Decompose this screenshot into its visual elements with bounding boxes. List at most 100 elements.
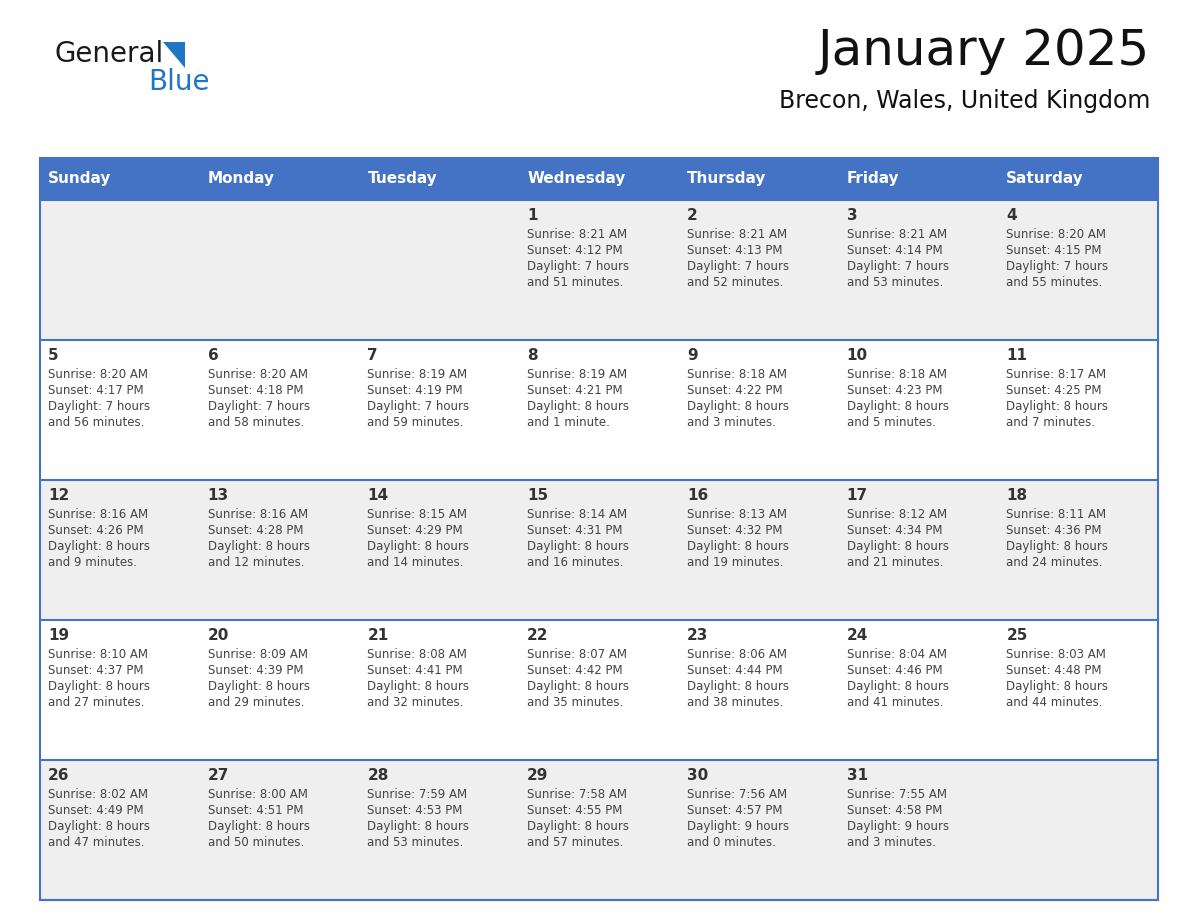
Text: Sunset: 4:46 PM: Sunset: 4:46 PM [847,664,942,677]
Text: Sunrise: 8:07 AM: Sunrise: 8:07 AM [527,648,627,661]
Text: Daylight: 8 hours: Daylight: 8 hours [847,680,948,693]
Text: Daylight: 9 hours: Daylight: 9 hours [847,820,949,833]
Text: and 19 minutes.: and 19 minutes. [687,556,783,569]
Text: and 53 minutes.: and 53 minutes. [847,276,943,289]
Bar [40,340,1158,480]
Text: Sunset: 4:26 PM: Sunset: 4:26 PM [48,524,144,537]
Text: and 21 minutes.: and 21 minutes. [847,556,943,569]
Text: Daylight: 8 hours: Daylight: 8 hours [527,540,630,553]
Text: 13: 13 [208,488,229,503]
Text: Wednesday: Wednesday [527,172,626,186]
Text: Sunset: 4:39 PM: Sunset: 4:39 PM [208,664,303,677]
Text: Sunrise: 8:19 AM: Sunrise: 8:19 AM [527,368,627,381]
Text: Daylight: 8 hours: Daylight: 8 hours [208,540,310,553]
Text: Sunrise: 8:10 AM: Sunrise: 8:10 AM [48,648,148,661]
Text: 21: 21 [367,628,388,643]
Text: 5: 5 [48,348,58,363]
Text: Sunrise: 7:55 AM: Sunrise: 7:55 AM [847,788,947,801]
Text: and 16 minutes.: and 16 minutes. [527,556,624,569]
Text: Daylight: 8 hours: Daylight: 8 hours [1006,680,1108,693]
Text: Daylight: 7 hours: Daylight: 7 hours [687,260,789,273]
Text: Sunset: 4:48 PM: Sunset: 4:48 PM [1006,664,1101,677]
Text: Sunday: Sunday [48,172,112,186]
Bar [40,620,1158,760]
Text: and 44 minutes.: and 44 minutes. [1006,696,1102,709]
Text: 29: 29 [527,768,549,783]
Text: Sunset: 4:41 PM: Sunset: 4:41 PM [367,664,463,677]
Text: Sunrise: 8:04 AM: Sunrise: 8:04 AM [847,648,947,661]
Text: Daylight: 7 hours: Daylight: 7 hours [367,400,469,413]
Bar [40,158,1158,900]
Text: and 47 minutes.: and 47 minutes. [48,836,145,849]
Text: and 7 minutes.: and 7 minutes. [1006,416,1095,429]
Text: Sunset: 4:25 PM: Sunset: 4:25 PM [1006,384,1101,397]
Text: Daylight: 7 hours: Daylight: 7 hours [48,400,150,413]
Text: 24: 24 [847,628,868,643]
Text: 26: 26 [48,768,70,783]
Text: and 29 minutes.: and 29 minutes. [208,696,304,709]
Text: Sunset: 4:55 PM: Sunset: 4:55 PM [527,804,623,817]
Text: Sunrise: 8:19 AM: Sunrise: 8:19 AM [367,368,468,381]
Bar [40,760,1158,900]
Text: Sunrise: 8:06 AM: Sunrise: 8:06 AM [687,648,786,661]
Text: and 57 minutes.: and 57 minutes. [527,836,624,849]
Text: and 9 minutes.: and 9 minutes. [48,556,137,569]
Text: Sunset: 4:29 PM: Sunset: 4:29 PM [367,524,463,537]
Text: Sunrise: 8:21 AM: Sunrise: 8:21 AM [847,228,947,241]
Text: 25: 25 [1006,628,1028,643]
Text: Sunset: 4:17 PM: Sunset: 4:17 PM [48,384,144,397]
Text: General: General [55,40,164,68]
Polygon shape [163,42,185,68]
Text: Sunrise: 8:02 AM: Sunrise: 8:02 AM [48,788,148,801]
Text: Daylight: 7 hours: Daylight: 7 hours [527,260,630,273]
Text: Daylight: 8 hours: Daylight: 8 hours [527,680,630,693]
Text: Daylight: 8 hours: Daylight: 8 hours [367,680,469,693]
Text: Sunrise: 8:20 AM: Sunrise: 8:20 AM [1006,228,1106,241]
Text: Brecon, Wales, United Kingdom: Brecon, Wales, United Kingdom [778,89,1150,113]
Text: Sunrise: 7:59 AM: Sunrise: 7:59 AM [367,788,468,801]
Text: 7: 7 [367,348,378,363]
Text: Sunset: 4:42 PM: Sunset: 4:42 PM [527,664,623,677]
Text: Daylight: 8 hours: Daylight: 8 hours [48,680,150,693]
Text: 17: 17 [847,488,867,503]
Text: Sunset: 4:31 PM: Sunset: 4:31 PM [527,524,623,537]
Text: Sunset: 4:34 PM: Sunset: 4:34 PM [847,524,942,537]
Text: Sunset: 4:21 PM: Sunset: 4:21 PM [527,384,623,397]
Text: Sunrise: 8:21 AM: Sunrise: 8:21 AM [527,228,627,241]
Text: Sunset: 4:19 PM: Sunset: 4:19 PM [367,384,463,397]
Text: Sunrise: 8:15 AM: Sunrise: 8:15 AM [367,508,467,521]
Text: and 24 minutes.: and 24 minutes. [1006,556,1102,569]
Text: 30: 30 [687,768,708,783]
Text: Sunrise: 8:20 AM: Sunrise: 8:20 AM [48,368,148,381]
Text: Sunrise: 8:18 AM: Sunrise: 8:18 AM [847,368,947,381]
Text: Daylight: 8 hours: Daylight: 8 hours [208,680,310,693]
Text: Daylight: 9 hours: Daylight: 9 hours [687,820,789,833]
Text: Sunrise: 8:16 AM: Sunrise: 8:16 AM [208,508,308,521]
Text: Daylight: 8 hours: Daylight: 8 hours [687,400,789,413]
Text: Daylight: 7 hours: Daylight: 7 hours [208,400,310,413]
Text: Thursday: Thursday [687,172,766,186]
Text: Sunrise: 8:03 AM: Sunrise: 8:03 AM [1006,648,1106,661]
Text: Sunset: 4:32 PM: Sunset: 4:32 PM [687,524,783,537]
Text: 4: 4 [1006,208,1017,223]
Text: 11: 11 [1006,348,1028,363]
Text: Sunset: 4:53 PM: Sunset: 4:53 PM [367,804,463,817]
Text: Daylight: 8 hours: Daylight: 8 hours [847,540,948,553]
Text: 9: 9 [687,348,697,363]
Text: 14: 14 [367,488,388,503]
Text: and 5 minutes.: and 5 minutes. [847,416,935,429]
Text: and 41 minutes.: and 41 minutes. [847,696,943,709]
Text: Sunrise: 8:18 AM: Sunrise: 8:18 AM [687,368,786,381]
Text: Sunrise: 7:58 AM: Sunrise: 7:58 AM [527,788,627,801]
Text: Sunrise: 8:09 AM: Sunrise: 8:09 AM [208,648,308,661]
Text: Sunset: 4:49 PM: Sunset: 4:49 PM [48,804,144,817]
Text: Sunset: 4:23 PM: Sunset: 4:23 PM [847,384,942,397]
Text: Sunset: 4:58 PM: Sunset: 4:58 PM [847,804,942,817]
Text: Daylight: 8 hours: Daylight: 8 hours [208,820,310,833]
Text: Sunset: 4:18 PM: Sunset: 4:18 PM [208,384,303,397]
Bar [40,200,1158,340]
Text: Daylight: 8 hours: Daylight: 8 hours [1006,400,1108,413]
Text: and 32 minutes.: and 32 minutes. [367,696,463,709]
Text: Daylight: 8 hours: Daylight: 8 hours [847,400,948,413]
Text: and 35 minutes.: and 35 minutes. [527,696,624,709]
